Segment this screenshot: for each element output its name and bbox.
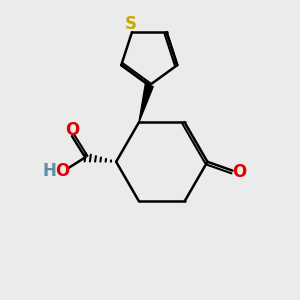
Text: O: O bbox=[65, 121, 79, 139]
Text: H: H bbox=[43, 162, 57, 180]
Polygon shape bbox=[139, 84, 153, 122]
Text: O: O bbox=[55, 162, 69, 180]
Text: S: S bbox=[124, 15, 136, 33]
Text: O: O bbox=[232, 163, 246, 181]
